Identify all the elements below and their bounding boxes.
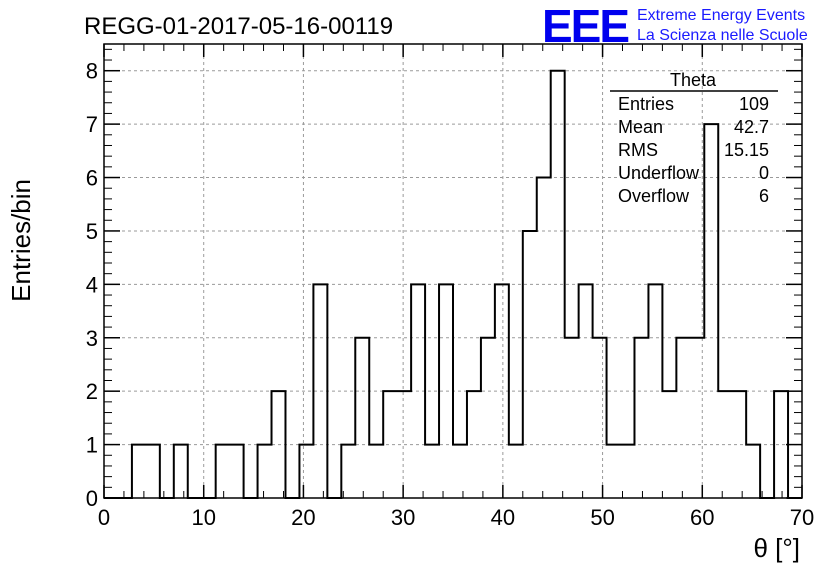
stats-value-mean: 42.7	[734, 117, 769, 137]
x-tick-label: 50	[590, 505, 614, 530]
x-tick-label: 60	[690, 505, 714, 530]
stats-box: Theta Entries 109 Mean 42.7 RMS 15.15 Un…	[610, 70, 778, 206]
stats-label-rms: RMS	[618, 140, 658, 160]
stats-value-entries: 109	[739, 94, 769, 114]
stats-value-overflow: 6	[759, 186, 769, 206]
x-tick-label: 20	[291, 505, 315, 530]
stats-label-mean: Mean	[618, 117, 663, 137]
stats-label-underflow: Underflow	[618, 163, 700, 183]
eee-logo: EEE Extreme Energy Events La Scienza nel…	[542, 0, 808, 52]
x-tick-label: 30	[391, 505, 415, 530]
logo-line-2: La Scienza nelle Scuole	[637, 27, 808, 44]
stats-label-entries: Entries	[618, 94, 674, 114]
logo-line-1: Extreme Energy Events	[637, 7, 805, 24]
x-tick-label: 40	[491, 505, 515, 530]
y-tick-label: 7	[86, 112, 98, 137]
y-tick-label: 0	[86, 486, 98, 511]
y-tick-labels: 0 1 2 3 4 5 6 7 8	[86, 59, 98, 511]
y-tick-label: 4	[86, 272, 98, 297]
y-tick-label: 6	[86, 166, 98, 191]
histogram-step-line	[104, 69, 802, 499]
y-tick-label: 5	[86, 219, 98, 244]
x-tick-labels: 0 10 20 30 40 50 60 70	[98, 505, 814, 530]
run-title: REGG-01-2017-05-16-00119	[84, 13, 393, 40]
plot-frame	[103, 43, 803, 499]
x-axis-title: θ [°]	[753, 533, 800, 563]
stats-value-rms: 15.15	[724, 140, 769, 160]
y-tick-label: 1	[86, 433, 98, 458]
y-tick-label: 3	[86, 326, 98, 351]
x-tick-label: 0	[98, 505, 110, 530]
stats-value-underflow: 0	[759, 163, 769, 183]
x-tick-label: 10	[191, 505, 215, 530]
x-tick-label: 70	[790, 505, 814, 530]
stats-box-title: Theta	[670, 70, 717, 90]
axis-ticks	[103, 44, 803, 499]
stats-label-overflow: Overflow	[618, 186, 690, 206]
y-tick-label: 2	[86, 379, 98, 404]
y-axis-title: Entries/bin	[6, 179, 36, 302]
y-tick-label: 8	[86, 59, 98, 84]
